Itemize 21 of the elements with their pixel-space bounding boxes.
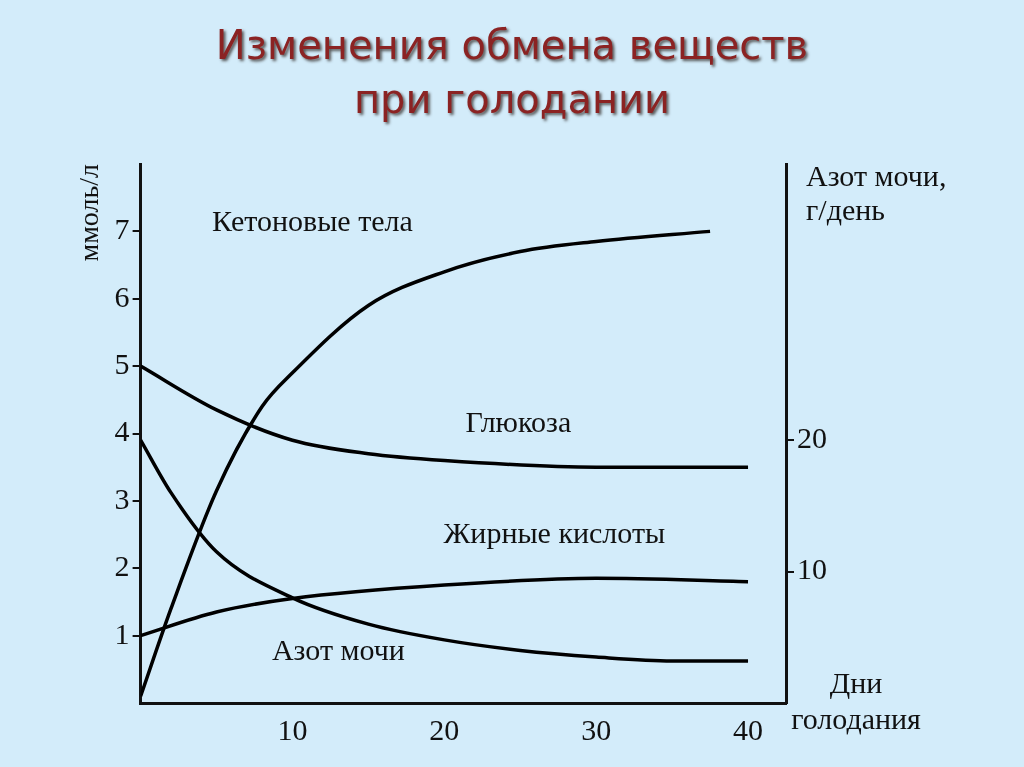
- y-tick-label: 6: [114, 279, 130, 313]
- y2-axis-title: Азот мочи, г/день: [806, 159, 947, 226]
- chart-title: Изменения обмена веществ при голодании: [214, 21, 810, 124]
- y2-tick-label: 10: [797, 552, 827, 586]
- y-tick-label: 2: [114, 549, 130, 583]
- y-tick-label: 5: [114, 347, 130, 380]
- x-tick-label: 40: [733, 712, 764, 746]
- x-tick-label: 30: [581, 712, 612, 746]
- y2-tick-label: 20: [797, 420, 827, 454]
- x-tick-label: 10: [277, 712, 308, 746]
- series-label: Азот мочи: [271, 633, 405, 666]
- x-axis-title: Дни голодания: [791, 666, 922, 735]
- series-label: Глюкоза: [465, 404, 572, 438]
- series-label: Кетоновые тела: [212, 203, 413, 237]
- y-tick-label: 3: [114, 481, 130, 515]
- x-tick-label: 20: [429, 712, 460, 746]
- y-axis-title: ммоль/л: [73, 163, 105, 262]
- series-label: Жирные кислоты: [443, 515, 666, 549]
- y-tick-label: 4: [114, 414, 130, 448]
- y-tick-label: 7: [114, 212, 130, 246]
- y-tick-label: 1: [114, 616, 130, 650]
